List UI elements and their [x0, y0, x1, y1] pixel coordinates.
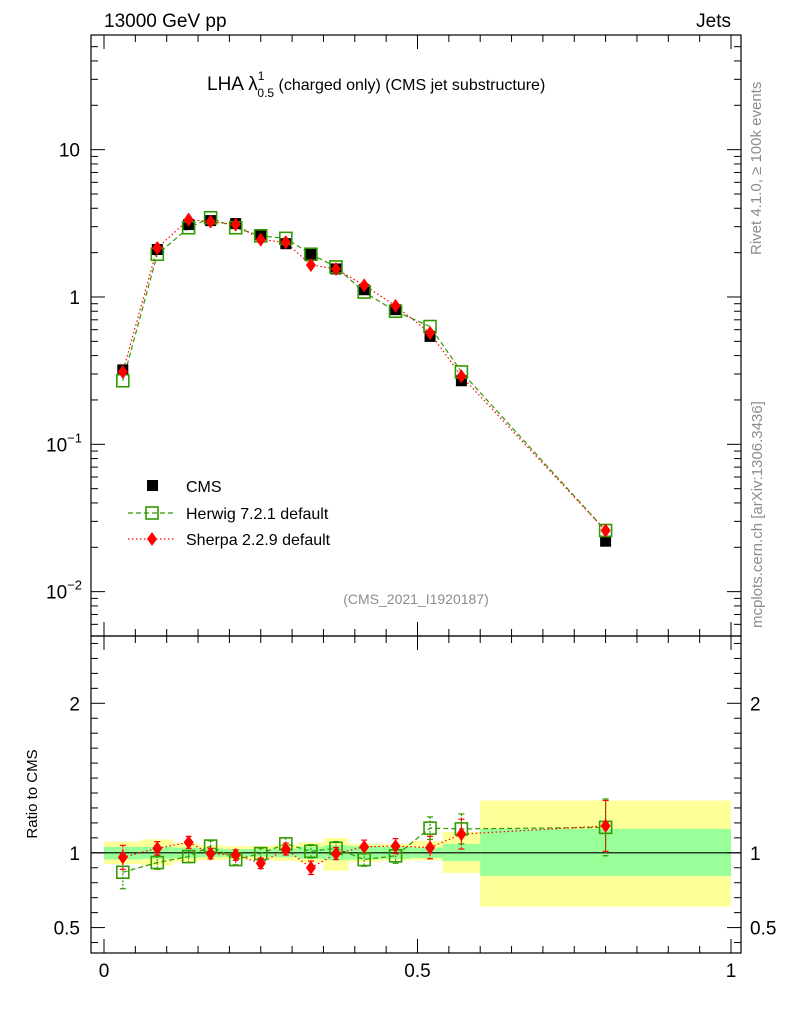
- sherpa-ratio-line: [122, 825, 606, 869]
- legend-cms-label: CMS: [186, 479, 222, 496]
- sherpa-point: [425, 325, 436, 340]
- rivet-label: Rivet 4.1.0, ≥ 100k events: [748, 82, 765, 255]
- ratio-y-tick-label: 2: [69, 694, 80, 715]
- sherpa-ratio-point: [183, 835, 194, 850]
- herwig-ratio-point: [116, 865, 130, 880]
- legend-sherpa-label: Sherpa 2.2.9 default: [186, 532, 331, 549]
- sherpa-ratio-point: [117, 850, 128, 865]
- cms-point: [600, 535, 612, 547]
- ratio-panel-frame: [90, 635, 742, 954]
- y-tick-label: 10: [59, 141, 80, 162]
- sherpa-point: [152, 241, 163, 256]
- sherpa-ratio-point: [305, 860, 316, 875]
- sherpa-ratio-point: [600, 818, 611, 833]
- sherpa-point: [255, 232, 266, 247]
- y-tick-label: 10−1: [46, 430, 82, 456]
- sherpa-ratio-point: [230, 848, 241, 863]
- ratio-y-tick-label-right: 0.5: [750, 919, 776, 940]
- herwig-ratio-point: [150, 855, 165, 870]
- sherpa-ratio-point: [425, 840, 436, 855]
- jets-label: Jets: [696, 11, 731, 32]
- energy-label: 13000 GeV pp: [104, 11, 227, 32]
- x-tick-label: 1: [726, 961, 737, 982]
- ratio-y-tick-label: 0.5: [54, 919, 80, 940]
- ratio-y-tick-label-right: 2: [750, 694, 761, 715]
- main-series: [116, 210, 613, 547]
- herwig-ratio-point: [423, 821, 437, 835]
- sherpa-point: [330, 261, 341, 276]
- legend: CMS Herwig 7.2.1 default Sherpa 2.2.9 de…: [128, 479, 331, 549]
- sherpa-point: [183, 212, 194, 227]
- sherpa-ratio-point: [255, 856, 266, 871]
- mcplots-label: mcplots.cern.ch [arXiv:1306.3436]: [749, 401, 766, 628]
- ratio-axis-label: Ratio to CMS: [24, 749, 41, 838]
- cms-point: [305, 248, 317, 260]
- axis-tick-labels: 10 1 10−1 10−2 2 2 1 1 0.5 0.5 0 0.5 1: [46, 141, 776, 982]
- axis-ticks: [91, 34, 741, 953]
- y-tick-label: 1: [69, 288, 80, 309]
- sherpa-ratio-point: [390, 839, 401, 854]
- sherpa-point: [600, 523, 611, 538]
- legend-herwig-label: Herwig 7.2.1 default: [186, 506, 329, 523]
- analysis-tag: (CMS_2021_I1920187): [343, 591, 489, 607]
- sherpa-point: [305, 257, 316, 272]
- sherpa-ratio-point: [205, 846, 216, 861]
- sherpa-point: [280, 235, 291, 250]
- ratio-uncertainty-bands: [104, 800, 731, 907]
- sherpa-ratio-point: [330, 846, 341, 861]
- sherpa-ratio-point: [359, 839, 370, 854]
- sherpa-point: [230, 217, 241, 232]
- ratio-series: [116, 798, 613, 890]
- sherpa-point: [359, 278, 370, 293]
- sherpa-point: [390, 298, 401, 313]
- sherpa-point: [117, 364, 128, 379]
- y-tick-label: 10−2: [46, 578, 82, 604]
- sherpa-point: [456, 369, 467, 384]
- ratio-y-tick-label-right: 1: [750, 844, 761, 865]
- x-tick-label: 0.5: [404, 961, 430, 982]
- sherpa-ratio-point: [456, 827, 467, 842]
- ratio-y-tick-label: 1: [69, 844, 80, 865]
- herwig-ratio-point: [181, 849, 196, 864]
- legend-sherpa-marker: [147, 532, 157, 546]
- legend-cms-marker: [147, 480, 158, 491]
- legend-herwig-marker: [145, 506, 159, 520]
- sherpa-ratio-point: [280, 842, 291, 857]
- sherpa-ratio-point: [152, 841, 163, 856]
- plot-title: LHA λ1 0.5 (charged only) (CMS jet substr…: [207, 69, 545, 100]
- x-tick-label: 0: [99, 961, 110, 982]
- herwig-ratio-point: [304, 844, 318, 859]
- sherpa-point: [205, 214, 216, 229]
